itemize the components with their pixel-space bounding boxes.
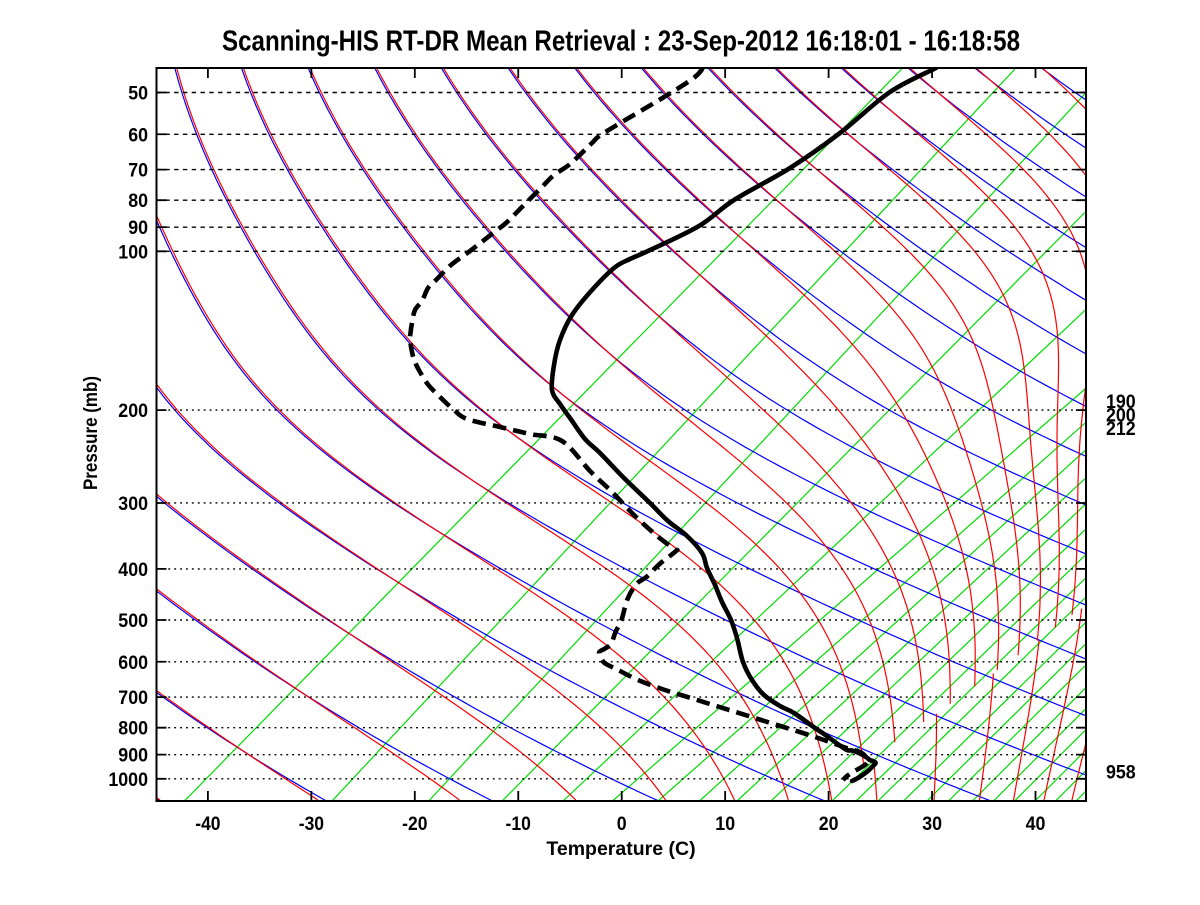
svg-text:40: 40: [1026, 813, 1046, 835]
svg-text:600: 600: [118, 652, 148, 674]
svg-text:700: 700: [118, 687, 148, 709]
svg-text:900: 900: [118, 745, 148, 767]
svg-text:80: 80: [128, 190, 148, 212]
svg-text:200: 200: [1106, 405, 1136, 427]
svg-text:-10: -10: [506, 813, 531, 835]
svg-text:Scanning-HIS RT-DR Mean Retrie: Scanning-HIS RT-DR Mean Retrieval : 23-S…: [222, 26, 1020, 58]
svg-text:958: 958: [1106, 761, 1136, 783]
svg-text:-40: -40: [195, 813, 220, 835]
svg-text:-20: -20: [402, 813, 427, 835]
svg-text:300: 300: [118, 493, 148, 515]
svg-text:1000: 1000: [108, 769, 148, 791]
svg-text:Temperature (C): Temperature (C): [546, 838, 695, 860]
svg-text:400: 400: [118, 559, 148, 581]
svg-text:Pressure (mb): Pressure (mb): [80, 376, 102, 490]
svg-text:60: 60: [128, 124, 148, 146]
svg-text:70: 70: [128, 160, 148, 182]
svg-text:90: 90: [128, 217, 148, 239]
svg-text:20: 20: [819, 813, 839, 835]
svg-text:800: 800: [118, 718, 148, 740]
svg-text:10: 10: [715, 813, 735, 835]
svg-text:-30: -30: [299, 813, 324, 835]
svg-text:100: 100: [118, 241, 148, 263]
svg-text:0: 0: [617, 813, 627, 835]
svg-text:200: 200: [118, 400, 148, 422]
svg-text:50: 50: [128, 83, 148, 105]
svg-text:212: 212: [1106, 418, 1136, 440]
svg-text:500: 500: [118, 610, 148, 632]
svg-text:30: 30: [922, 813, 942, 835]
svg-text:190: 190: [1106, 391, 1136, 413]
